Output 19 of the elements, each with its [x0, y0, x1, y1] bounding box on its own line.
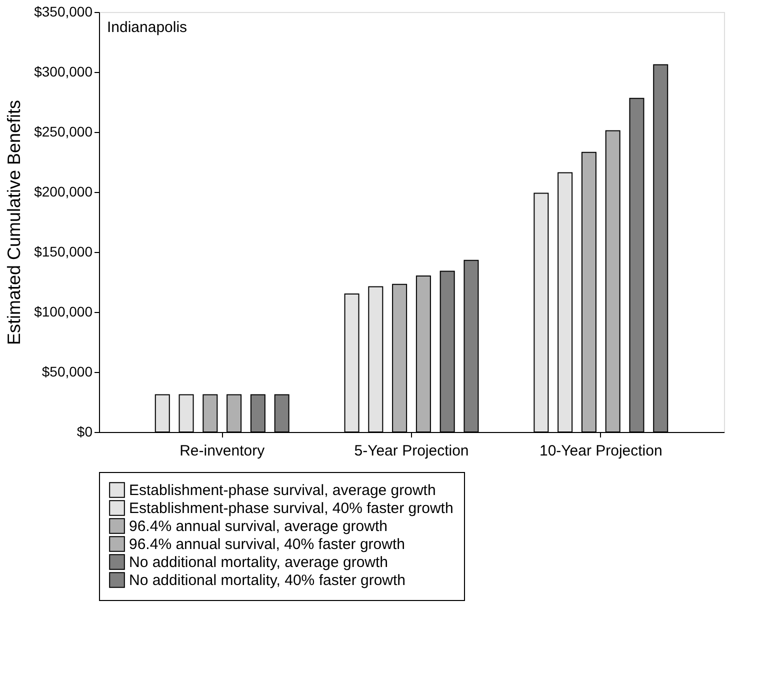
- legend-label: No additional mortality, 40% faster growth: [129, 572, 406, 589]
- y-tick-label: $100,000: [34, 304, 93, 320]
- legend-label: Establishment-phase survival, 40% faster growth: [129, 500, 454, 517]
- x-tick-label: 5-Year Projection: [354, 442, 469, 460]
- legend-label: Establishment-phase survival, average growth: [129, 482, 436, 499]
- legend-label: 96.4% annual survival, average growth: [129, 518, 388, 535]
- legend-label: 96.4% annual survival, 40% faster growth: [129, 536, 405, 553]
- y-tick-label: $250,000: [34, 124, 93, 140]
- y-tick-label: $350,000: [34, 4, 93, 20]
- y-tick-label: $0: [76, 424, 93, 440]
- y-tick-label: $50,000: [42, 364, 93, 380]
- y-tick-label: $150,000: [34, 244, 93, 260]
- y-tick-label: $300,000: [34, 64, 93, 80]
- x-tick-label: Re-inventory: [180, 442, 266, 460]
- legend-label: No additional mortality, average growth: [129, 554, 388, 571]
- y-axis-title: Estimated Cumulative Benefits: [4, 100, 24, 346]
- y-tick-label: $200,000: [34, 184, 93, 200]
- x-tick-label: 10-Year Projection: [539, 442, 662, 460]
- annotation: Indianapolis: [107, 19, 188, 36]
